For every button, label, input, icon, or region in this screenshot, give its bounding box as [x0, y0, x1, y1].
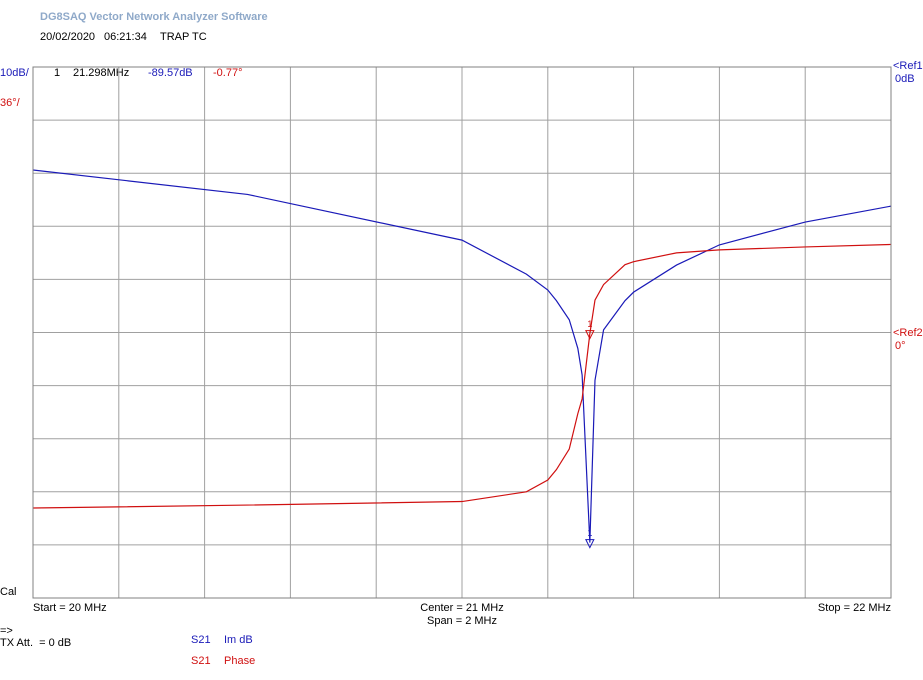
ref2: <Ref2	[893, 327, 923, 339]
marker-freq: 21.298MHz	[73, 67, 129, 79]
trace-label: TRAP TC	[160, 31, 207, 43]
scale1: 10dB/	[0, 67, 30, 79]
trace	[32, 169, 892, 543]
legend-param: S21	[191, 655, 211, 667]
ref1-value: 0dB	[895, 73, 915, 85]
marker-number: 1	[587, 528, 592, 538]
trace	[32, 243, 892, 509]
marker-number: 1	[587, 319, 592, 329]
arrow: =>	[0, 625, 13, 637]
center: Center = 21 MHz	[420, 602, 503, 614]
span: Span = 2 MHz	[427, 615, 497, 627]
plot-frame	[32, 66, 892, 599]
marker-phase: -0.77°	[213, 67, 242, 79]
legend-param: S21	[191, 634, 211, 646]
legend-name: Phase	[224, 655, 255, 667]
legend-name: Im dB	[224, 634, 253, 646]
scale2: 36°/	[0, 97, 21, 109]
date: 20/02/2020	[40, 31, 95, 43]
app-title: DG8SAQ Vector Network Analyzer Software	[40, 11, 268, 23]
time: 06:21:34	[104, 31, 147, 43]
marker-triangle	[585, 539, 595, 549]
marker-id: 1	[54, 67, 60, 79]
stop: Stop = 22 MHz	[818, 602, 891, 614]
marker-triangle	[585, 330, 595, 340]
tx-att: TX Att. = 0 dB	[0, 637, 71, 649]
marker-db: -89.57dB	[148, 67, 193, 79]
ref1: <Ref1	[893, 60, 923, 72]
cal: Cal	[0, 586, 17, 598]
start: Start = 20 MHz	[33, 602, 107, 614]
ref2-value: 0°	[895, 340, 906, 352]
